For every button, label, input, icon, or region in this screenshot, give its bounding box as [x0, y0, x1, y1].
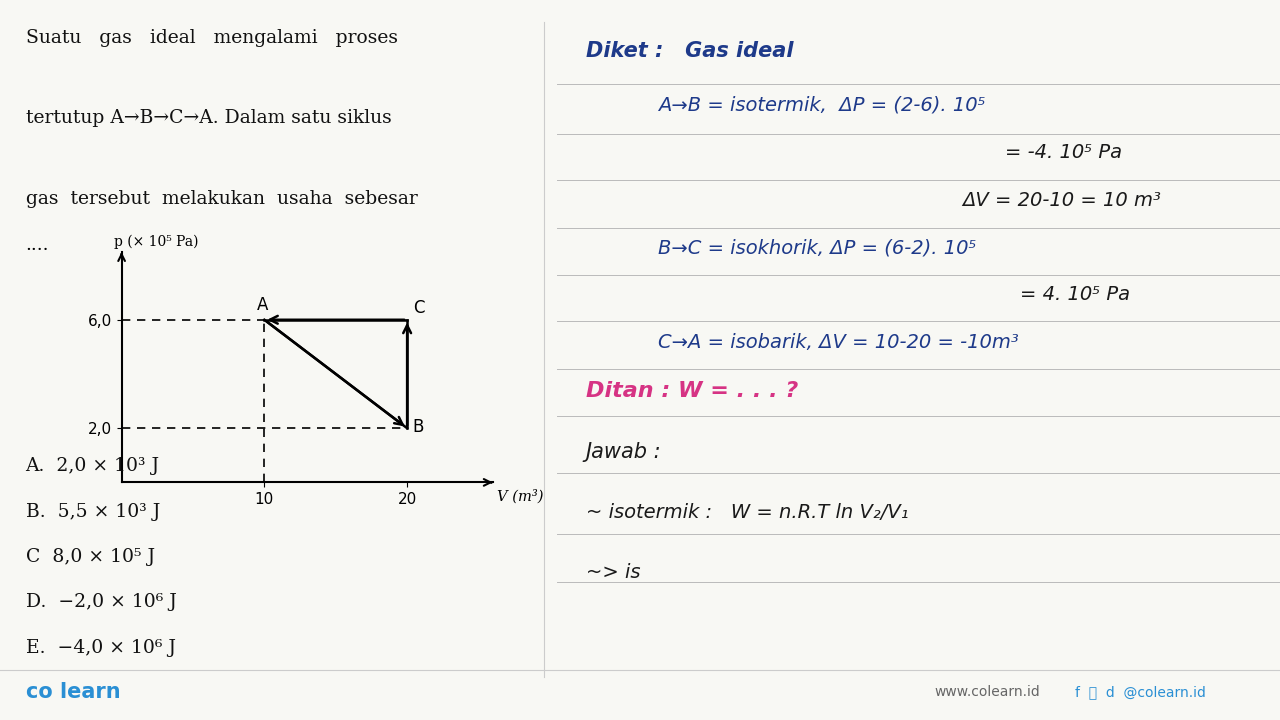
Text: f  Ⓘ  d  @colearn.id: f Ⓘ d @colearn.id	[1075, 685, 1206, 699]
Text: = -4. 10⁵ Pa: = -4. 10⁵ Pa	[1005, 143, 1123, 162]
Text: B.  5,5 × 10³ J: B. 5,5 × 10³ J	[26, 503, 160, 521]
Text: = 4. 10⁵ Pa: = 4. 10⁵ Pa	[1020, 285, 1130, 305]
Text: Jawab :: Jawab :	[586, 441, 662, 462]
Text: A: A	[257, 296, 269, 314]
Text: tertutup A→B→C→A. Dalam satu siklus: tertutup A→B→C→A. Dalam satu siklus	[26, 109, 392, 127]
Text: C  8,0 × 10⁵ J: C 8,0 × 10⁵ J	[26, 548, 155, 566]
Text: A.  2,0 × 10³ J: A. 2,0 × 10³ J	[26, 457, 160, 475]
Text: co learn: co learn	[26, 683, 120, 702]
Text: A→B = isotermik,  ΔP = (2-6). 10⁵: A→B = isotermik, ΔP = (2-6). 10⁵	[658, 95, 986, 114]
Text: D.  −2,0 × 10⁶ J: D. −2,0 × 10⁶ J	[26, 593, 177, 611]
Text: p (× 10⁵ Pa): p (× 10⁵ Pa)	[114, 235, 198, 249]
Text: ....: ....	[26, 236, 49, 254]
Text: Diket :   Gas ideal: Diket : Gas ideal	[586, 41, 794, 61]
Text: ~> is: ~> is	[586, 563, 640, 582]
Text: B→C = isokhorik, ΔP = (6-2). 10⁵: B→C = isokhorik, ΔP = (6-2). 10⁵	[658, 238, 977, 257]
Text: www.colearn.id: www.colearn.id	[934, 685, 1041, 699]
Text: gas  tersebut  melakukan  usaha  sebesar: gas tersebut melakukan usaha sebesar	[26, 190, 417, 208]
Text: V (m³): V (m³)	[497, 489, 544, 503]
Text: ΔV = 20-10 = 10 m³: ΔV = 20-10 = 10 m³	[961, 191, 1161, 210]
Text: C: C	[413, 299, 425, 317]
Text: C→A = isobarik, ΔV = 10-20 = -10m³: C→A = isobarik, ΔV = 10-20 = -10m³	[658, 333, 1019, 352]
Text: ~ isotermik :   W = n.R.T ln V₂/V₁: ~ isotermik : W = n.R.T ln V₂/V₁	[586, 503, 909, 521]
Text: Suatu   gas   ideal   mengalami   proses: Suatu gas ideal mengalami proses	[26, 29, 398, 47]
Text: Ditan : W = . . . ?: Ditan : W = . . . ?	[586, 381, 797, 401]
Text: E.  −4,0 × 10⁶ J: E. −4,0 × 10⁶ J	[26, 639, 175, 657]
Text: B: B	[413, 418, 424, 436]
